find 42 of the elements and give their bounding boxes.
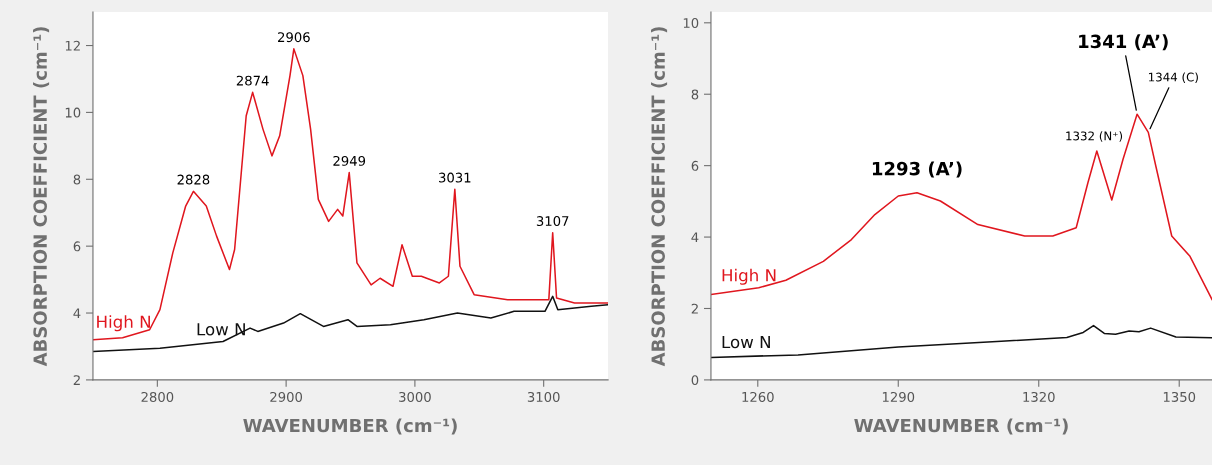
series-label: High N bbox=[722, 268, 776, 285]
annotation: 3031 bbox=[439, 172, 471, 183]
x-axis-title: WAVENUMBER (cm⁻¹) bbox=[243, 418, 457, 435]
x-tick-label: 1350 bbox=[1163, 391, 1196, 402]
annotation: 1344 (C) bbox=[1148, 72, 1198, 83]
x-tick-label: 3100 bbox=[527, 391, 560, 402]
annotation: 2906 bbox=[278, 32, 310, 43]
series-label: Low N bbox=[197, 323, 245, 336]
y-tick-label: 8 bbox=[691, 89, 699, 100]
y-tick-label: 6 bbox=[691, 160, 699, 171]
annotation: 2949 bbox=[333, 155, 366, 166]
x-tick-label: 3000 bbox=[399, 391, 431, 402]
annotation: 2828 bbox=[177, 174, 210, 185]
y-tick-label: 12 bbox=[65, 40, 80, 51]
line-series bbox=[92, 48, 609, 341]
x-tick-label: 1290 bbox=[882, 391, 915, 402]
y-tick-label: 2 bbox=[691, 303, 698, 314]
x-tick-label: 2900 bbox=[270, 391, 303, 402]
line-series bbox=[710, 324, 1212, 359]
y-tick-label: 8 bbox=[73, 174, 81, 185]
y-axis-title: ABSORPTION COEFFICIENT (cm⁻¹) bbox=[651, 27, 668, 367]
y-tick-label: 0 bbox=[691, 375, 699, 386]
y-tick-label: 10 bbox=[65, 107, 81, 118]
line-series bbox=[92, 295, 609, 353]
y-tick-label: 4 bbox=[691, 232, 699, 243]
y-tick-label: 4 bbox=[73, 308, 81, 319]
series-label: Low N bbox=[722, 335, 770, 349]
line-series bbox=[710, 113, 1212, 301]
annotation: 1332 (N⁺) bbox=[1066, 131, 1123, 142]
y-tick-label: 6 bbox=[73, 241, 81, 252]
annotation: 1293 (A’) bbox=[872, 161, 962, 178]
annotation: 2874 bbox=[236, 75, 269, 86]
annotation: 3107 bbox=[536, 216, 569, 227]
y-tick-label: 2 bbox=[73, 375, 80, 385]
series-label: High N bbox=[97, 315, 150, 332]
x-axis-title: WAVENUMBER (cm⁻¹) bbox=[854, 418, 1068, 435]
x-tick-label: 1320 bbox=[1023, 391, 1055, 402]
y-axis-title: ABSORPTION COEFFICIENT (cm⁻¹) bbox=[33, 27, 50, 367]
y-tick-label: 10 bbox=[683, 18, 699, 28]
annotation: 1341 (A’) bbox=[1079, 34, 1168, 51]
x-tick-label: 1260 bbox=[742, 391, 774, 402]
x-tick-label: 2800 bbox=[141, 391, 174, 402]
